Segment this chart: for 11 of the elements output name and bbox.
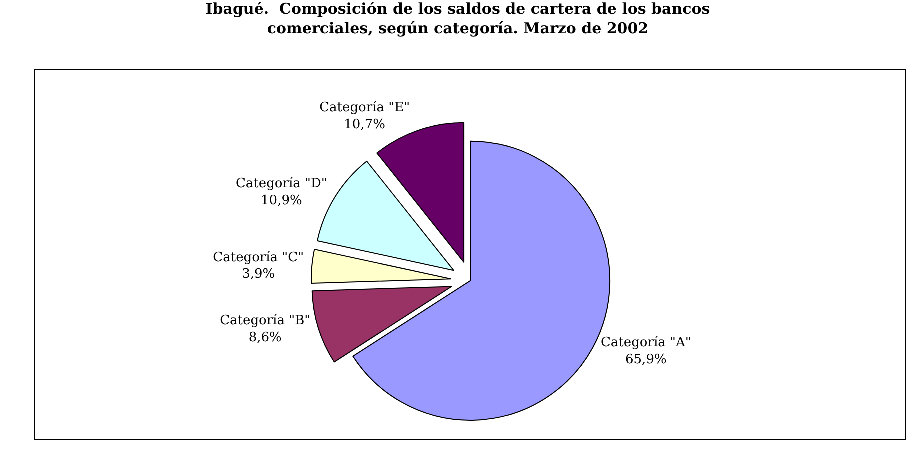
slice-label: Categoría "A" <box>600 335 692 350</box>
slice-label: Categoría "E" <box>320 100 410 116</box>
slice-label: Categoría "C" <box>213 250 304 266</box>
slice-label: Categoría "D" <box>236 176 328 192</box>
chart-title: Ibagué. Composición de los saldos de cartera de los bancos comerciales, según categoría. Marzo de 2002 <box>206 0 710 38</box>
data-label: 10,7% <box>344 117 386 132</box>
data-label: 65,9% <box>626 352 667 368</box>
data-label: 8,6% <box>248 330 282 346</box>
slice-label: Categoría "B" <box>220 314 311 329</box>
data-label: 10,9% <box>261 193 302 208</box>
data-label: 3,9% <box>242 267 276 282</box>
